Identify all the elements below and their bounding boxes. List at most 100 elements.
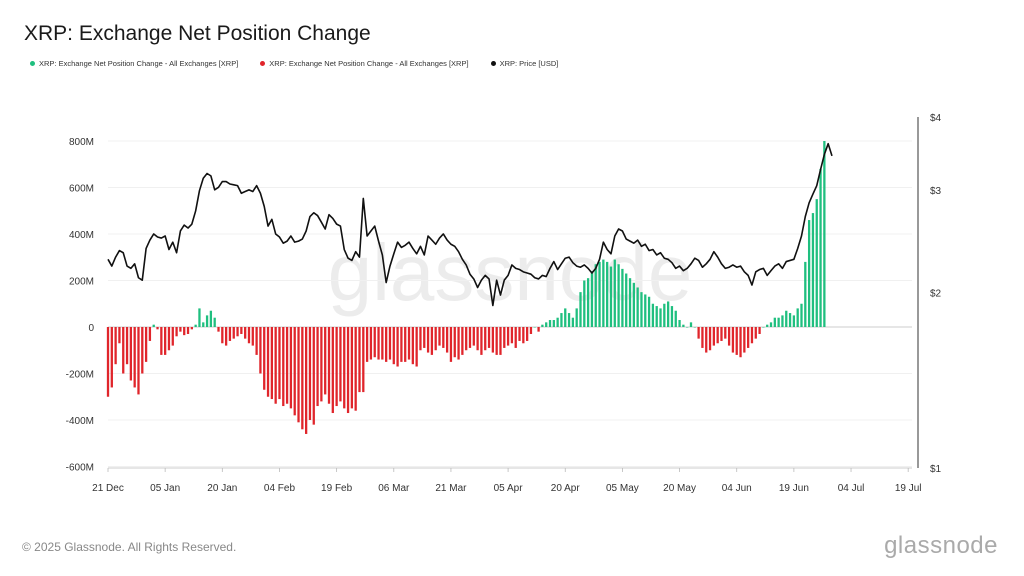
bar-positive [640,292,643,328]
bar-positive [800,303,803,327]
legend-label-price: XRP: Price [USD] [499,59,559,68]
bar-positive [823,141,826,327]
bar-negative [236,327,239,337]
bar-positive [617,264,620,327]
x-tick-label: 19 Jun [779,483,809,494]
bar-negative [731,327,735,353]
bar-negative [373,327,376,358]
bar-negative [354,327,357,411]
bar-negative [510,327,514,344]
legend-item-positive-netflow[interactable]: XRP: Exchange Net Position Change - All … [30,59,238,68]
bar-negative [423,327,426,348]
bar-positive [594,264,597,327]
bar-negative [362,327,365,393]
bar-negative [701,327,704,348]
bar-negative [457,327,460,360]
bar-negative [506,327,510,346]
legend-item-negative-netflow[interactable]: XRP: Exchange Net Position Change - All … [260,59,469,68]
bar-negative [217,327,220,332]
y-right-tick-label: $2 [930,289,942,300]
bar-positive [678,320,681,327]
bar-positive [213,317,216,327]
bar-positive [541,324,544,327]
bar-negative [335,327,338,407]
net-position-bars [106,141,826,434]
y-right-tick-label: $1 [930,464,942,475]
bar-positive [777,317,780,327]
bar-positive [766,324,769,327]
bar-positive [194,324,197,327]
bar-positive [198,308,201,327]
legend-label-positive: XRP: Exchange Net Position Change - All … [39,59,239,68]
bar-negative [537,327,540,332]
legend-swatch-positive [30,61,35,66]
bar-negative [156,327,159,330]
bar-negative [465,327,468,351]
bar-negative [179,327,182,332]
bar-negative [385,327,388,362]
bar-positive [583,280,586,327]
x-tick-label: 20 May [663,483,696,494]
bar-negative [484,327,487,351]
bar-negative [434,327,437,351]
x-tick-label: 05 Apr [494,483,524,494]
bar-negative [697,327,700,339]
x-tick-label: 04 Jul [838,483,865,494]
bar-positive [564,308,567,327]
bar-negative [487,327,491,348]
bar-negative [526,327,529,341]
bar-negative [754,327,757,339]
bar-negative [377,327,380,360]
x-tick-label: 21 Dec [92,483,124,494]
bar-negative [164,327,167,355]
bar-negative [426,327,430,353]
bar-negative [190,327,193,330]
bar-negative [480,327,483,355]
bar-positive [781,315,784,328]
bar-negative [346,327,350,414]
bar-negative [400,327,403,362]
bar-positive [579,292,582,328]
bar-positive [567,313,571,327]
bar-positive [647,296,651,327]
bar-positive [785,310,788,327]
bar-negative [339,327,342,402]
bar-negative [297,327,300,423]
bar-positive [819,168,822,327]
legend-item-price[interactable]: XRP: Price [USD] [490,59,559,68]
y-left-tick-label: 600M [69,184,94,195]
bar-negative [476,327,479,351]
bar-negative [411,327,414,365]
bar-positive [625,273,628,327]
bar-positive [663,303,666,327]
bar-negative [518,327,521,341]
bar-negative [278,327,281,400]
bar-negative [381,327,384,360]
bar-negative [274,327,277,404]
bar-negative [240,327,243,334]
bar-positive [693,327,696,328]
bar-negative [442,327,445,348]
bar-negative [133,327,136,388]
bar-negative [491,327,494,353]
bar-negative [118,327,121,344]
x-tick-label: 06 Mar [378,483,410,494]
bar-negative [221,327,224,344]
glassnode-logo: glassnode [884,532,998,559]
bar-positive [602,259,605,327]
bar-negative [404,327,407,362]
y-right-tick-label: $4 [930,113,942,124]
bar-negative [453,327,456,358]
x-tick-label: 05 Jan [150,483,180,494]
bar-negative [129,327,133,381]
bar-negative [259,327,262,374]
bar-positive [651,303,655,327]
bar-negative [224,327,228,346]
bar-negative [266,327,270,397]
bar-negative [301,327,304,430]
bar-negative [308,327,312,420]
bar-negative [160,327,163,355]
bar-positive [804,261,807,327]
bar-negative [255,327,258,355]
